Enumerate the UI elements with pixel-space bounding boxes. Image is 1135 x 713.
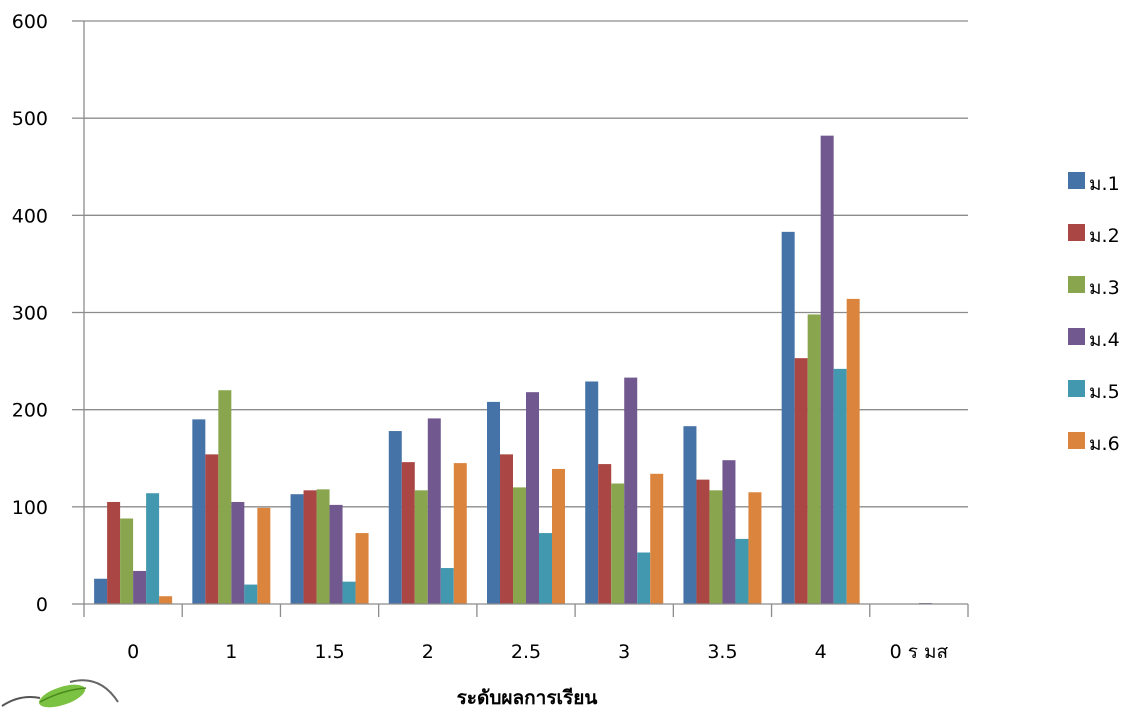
legend-swatch bbox=[1068, 432, 1085, 449]
y-tick-label: 200 bbox=[12, 400, 48, 422]
bar bbox=[329, 504, 343, 604]
bar bbox=[303, 490, 317, 604]
legend-swatch bbox=[1068, 276, 1085, 293]
bar bbox=[440, 568, 454, 604]
x-tick-label: 3 bbox=[618, 641, 630, 663]
bar bbox=[539, 533, 552, 604]
bar bbox=[205, 454, 219, 604]
bar bbox=[833, 368, 847, 604]
legend-label: ม.1 bbox=[1089, 173, 1120, 195]
bar bbox=[388, 431, 402, 604]
y-tick-label: 400 bbox=[12, 205, 48, 227]
legend-swatch bbox=[1068, 380, 1085, 397]
bar bbox=[244, 584, 258, 604]
x-axis-ticks: 0 1 1.5 2 2.5 3 3.5 4 0 ร มส bbox=[83, 604, 969, 663]
y-tick-label: 300 bbox=[12, 303, 48, 325]
bars bbox=[94, 135, 932, 604]
bar bbox=[526, 392, 539, 604]
legend-swatch bbox=[1068, 172, 1085, 189]
bar bbox=[735, 538, 749, 604]
bar bbox=[257, 507, 271, 604]
bar bbox=[401, 462, 415, 604]
legend-label: ม.4 bbox=[1089, 329, 1120, 351]
bar bbox=[637, 552, 651, 604]
x-tick-label: 1.5 bbox=[314, 641, 344, 663]
bar bbox=[487, 401, 500, 604]
bar bbox=[133, 570, 147, 604]
bar bbox=[611, 483, 625, 604]
x-tick-label: 0 ร มส bbox=[890, 641, 949, 663]
bar bbox=[807, 314, 821, 604]
bar bbox=[453, 463, 467, 604]
x-tick-label: 1 bbox=[225, 641, 237, 663]
bar bbox=[107, 501, 121, 604]
bar bbox=[794, 358, 808, 604]
bar bbox=[120, 518, 134, 604]
bar bbox=[231, 501, 245, 604]
bar bbox=[414, 490, 428, 604]
bar bbox=[552, 468, 565, 604]
bar bbox=[94, 578, 108, 604]
bar bbox=[650, 473, 664, 604]
legend-label: ม.6 bbox=[1089, 433, 1120, 455]
legend-label: ม.5 bbox=[1089, 381, 1120, 403]
legend-swatch bbox=[1068, 224, 1085, 241]
bar bbox=[820, 135, 834, 604]
bar bbox=[290, 494, 304, 604]
bar bbox=[427, 418, 441, 604]
x-tick-label: 0 bbox=[127, 641, 139, 663]
bar bbox=[159, 596, 173, 604]
bar bbox=[709, 490, 723, 604]
bar bbox=[598, 464, 612, 604]
bar bbox=[722, 460, 736, 604]
x-tick-label: 2.5 bbox=[511, 641, 541, 663]
bar bbox=[316, 489, 330, 604]
bar bbox=[500, 454, 513, 604]
legend-swatch bbox=[1068, 328, 1085, 345]
leaf-logo-icon bbox=[1, 679, 119, 708]
bar bbox=[342, 581, 356, 604]
bar bbox=[585, 381, 599, 604]
y-axis-ticks: 0 100 200 300 400 500 600 bbox=[12, 11, 84, 616]
bar bbox=[624, 377, 638, 604]
x-axis-title: ระดับผลการเรียน bbox=[457, 687, 598, 709]
bar bbox=[846, 298, 860, 604]
bar bbox=[683, 426, 697, 604]
y-tick-label: 100 bbox=[12, 497, 48, 519]
x-tick-label: 4 bbox=[815, 641, 827, 663]
bar bbox=[748, 492, 762, 604]
legend-label: ม.3 bbox=[1089, 277, 1120, 299]
bar bbox=[192, 419, 206, 604]
bar bbox=[218, 390, 232, 604]
bar bbox=[781, 231, 795, 604]
y-tick-label: 600 bbox=[12, 11, 48, 33]
x-tick-label: 2 bbox=[422, 641, 434, 663]
legend-label: ม.2 bbox=[1089, 225, 1120, 247]
y-tick-label: 500 bbox=[12, 108, 48, 130]
bar bbox=[513, 487, 526, 604]
axes bbox=[83, 21, 968, 605]
bar bbox=[696, 479, 710, 604]
x-tick-label: 3.5 bbox=[707, 641, 737, 663]
legend: ม.1 ม.2 ม.3 ม.4 ม.5 ม.6 bbox=[1068, 172, 1120, 455]
bar bbox=[355, 533, 369, 604]
bar bbox=[146, 493, 160, 604]
y-tick-label: 0 bbox=[36, 594, 48, 616]
